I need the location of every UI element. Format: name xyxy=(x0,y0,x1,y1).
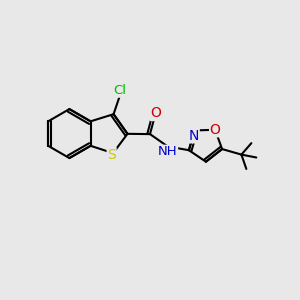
Text: S: S xyxy=(107,148,116,162)
Text: O: O xyxy=(151,106,161,121)
Text: Cl: Cl xyxy=(114,84,127,97)
Text: O: O xyxy=(210,123,220,137)
Text: N: N xyxy=(189,129,199,143)
Text: NH: NH xyxy=(158,145,178,158)
